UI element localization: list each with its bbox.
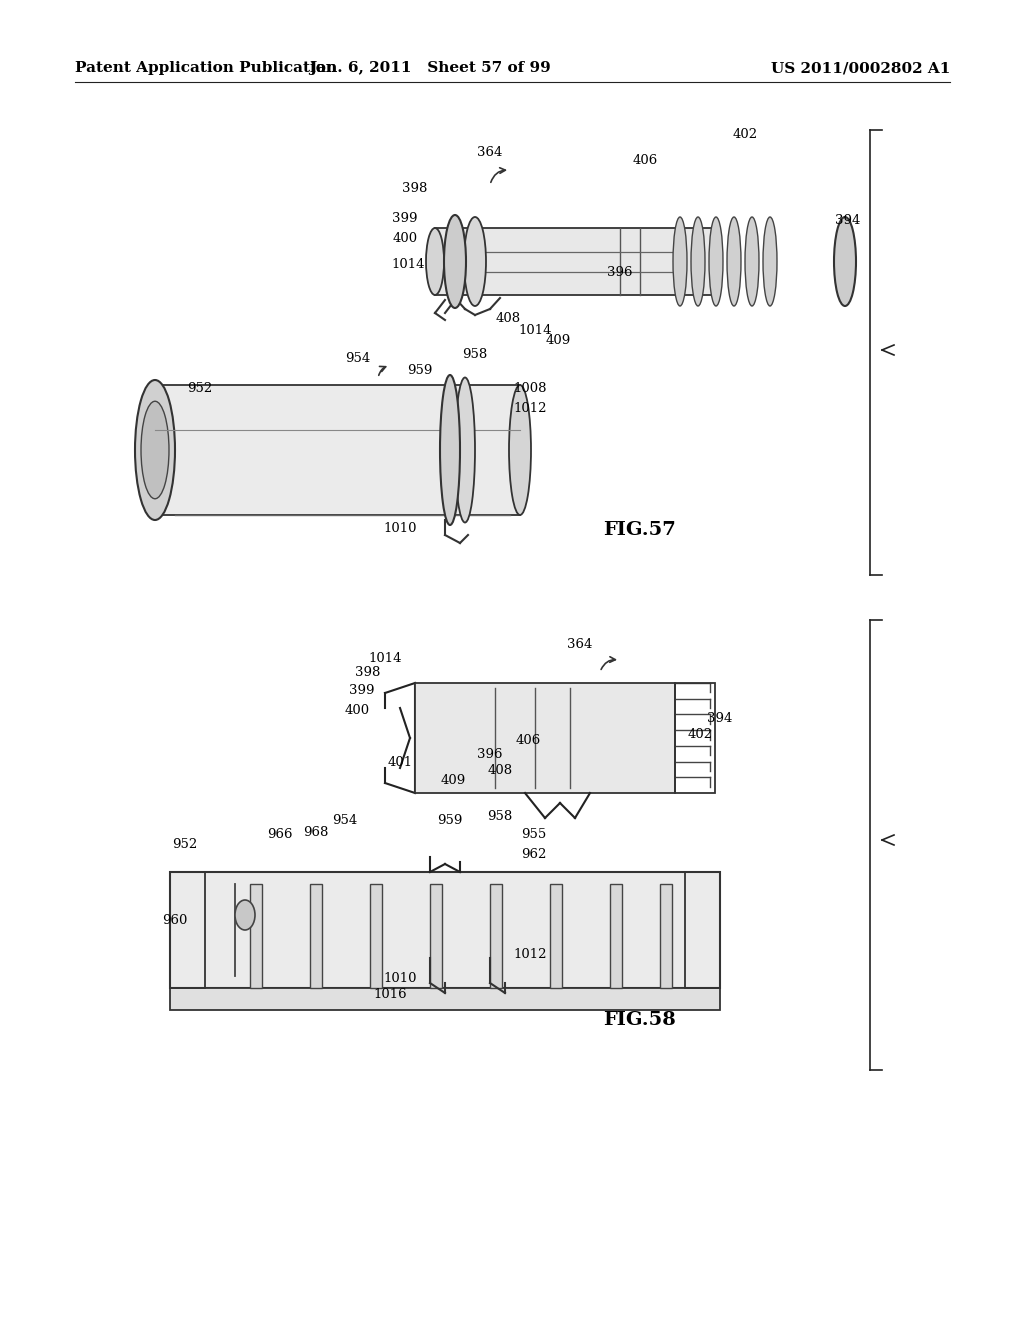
Text: 409: 409 [546,334,570,346]
Text: 400: 400 [344,704,370,717]
Text: 968: 968 [303,826,329,840]
Ellipse shape [763,216,777,306]
Text: 400: 400 [392,231,418,244]
Text: 394: 394 [708,711,733,725]
Bar [170,987,720,1010]
Bar [155,385,520,515]
Bar [660,884,672,987]
Text: 959: 959 [408,363,433,376]
Ellipse shape [440,375,460,525]
Text: 401: 401 [387,755,413,768]
Text: 1012: 1012 [513,401,547,414]
Bar [170,873,720,987]
Ellipse shape [234,900,255,931]
Text: Patent Application Publication: Patent Application Publication [75,61,337,75]
Ellipse shape [141,401,169,499]
Text: Jan. 6, 2011   Sheet 57 of 99: Jan. 6, 2011 Sheet 57 of 99 [309,61,551,75]
Ellipse shape [745,216,759,306]
Text: 1014: 1014 [391,259,425,272]
Text: 408: 408 [496,312,520,325]
Ellipse shape [834,216,856,306]
Bar [550,884,562,987]
Ellipse shape [464,216,486,306]
Text: US 2011/0002802 A1: US 2011/0002802 A1 [771,61,950,75]
Ellipse shape [727,216,741,306]
Text: 396: 396 [477,747,503,760]
Text: FIG.58: FIG.58 [603,1011,677,1030]
Text: 952: 952 [172,838,198,851]
Text: 960: 960 [163,913,187,927]
Text: 409: 409 [440,774,466,787]
Text: 399: 399 [349,684,375,697]
Bar [415,682,675,793]
Text: 394: 394 [836,214,861,227]
Text: 954: 954 [333,813,357,826]
Text: 364: 364 [477,147,503,160]
Ellipse shape [444,215,466,308]
Text: 959: 959 [437,813,463,826]
Text: 1016: 1016 [373,989,407,1002]
Bar [435,228,720,294]
Text: 955: 955 [521,829,547,842]
Bar [430,884,442,987]
Text: 406: 406 [633,153,657,166]
Ellipse shape [426,228,444,294]
Text: 1012: 1012 [513,949,547,961]
Ellipse shape [673,216,687,306]
Text: FIG.57: FIG.57 [603,521,677,539]
Ellipse shape [135,380,175,520]
Bar [170,873,205,987]
Ellipse shape [509,385,531,515]
Text: 402: 402 [732,128,758,141]
Text: 958: 958 [487,810,513,824]
Text: 398: 398 [355,665,381,678]
Text: 1014: 1014 [518,323,552,337]
Text: 1010: 1010 [383,972,417,985]
Text: 402: 402 [687,729,713,742]
Bar [685,873,720,987]
Text: 396: 396 [607,265,633,279]
Text: 364: 364 [567,639,593,652]
Text: 954: 954 [345,351,371,364]
Bar [310,884,322,987]
Text: 962: 962 [521,849,547,862]
Ellipse shape [709,216,723,306]
Bar [250,884,262,987]
Text: 966: 966 [267,829,293,842]
Ellipse shape [691,216,705,306]
Text: 1008: 1008 [513,381,547,395]
Bar [610,884,622,987]
Text: 408: 408 [487,763,513,776]
Text: 1010: 1010 [383,521,417,535]
Ellipse shape [455,378,475,523]
Text: 1014: 1014 [369,652,401,664]
Text: 398: 398 [402,181,428,194]
Text: 958: 958 [463,348,487,362]
Text: 399: 399 [392,211,418,224]
Bar [490,884,502,987]
Text: 952: 952 [187,381,213,395]
Bar [370,884,382,987]
Text: 406: 406 [515,734,541,747]
Bar [675,682,715,793]
